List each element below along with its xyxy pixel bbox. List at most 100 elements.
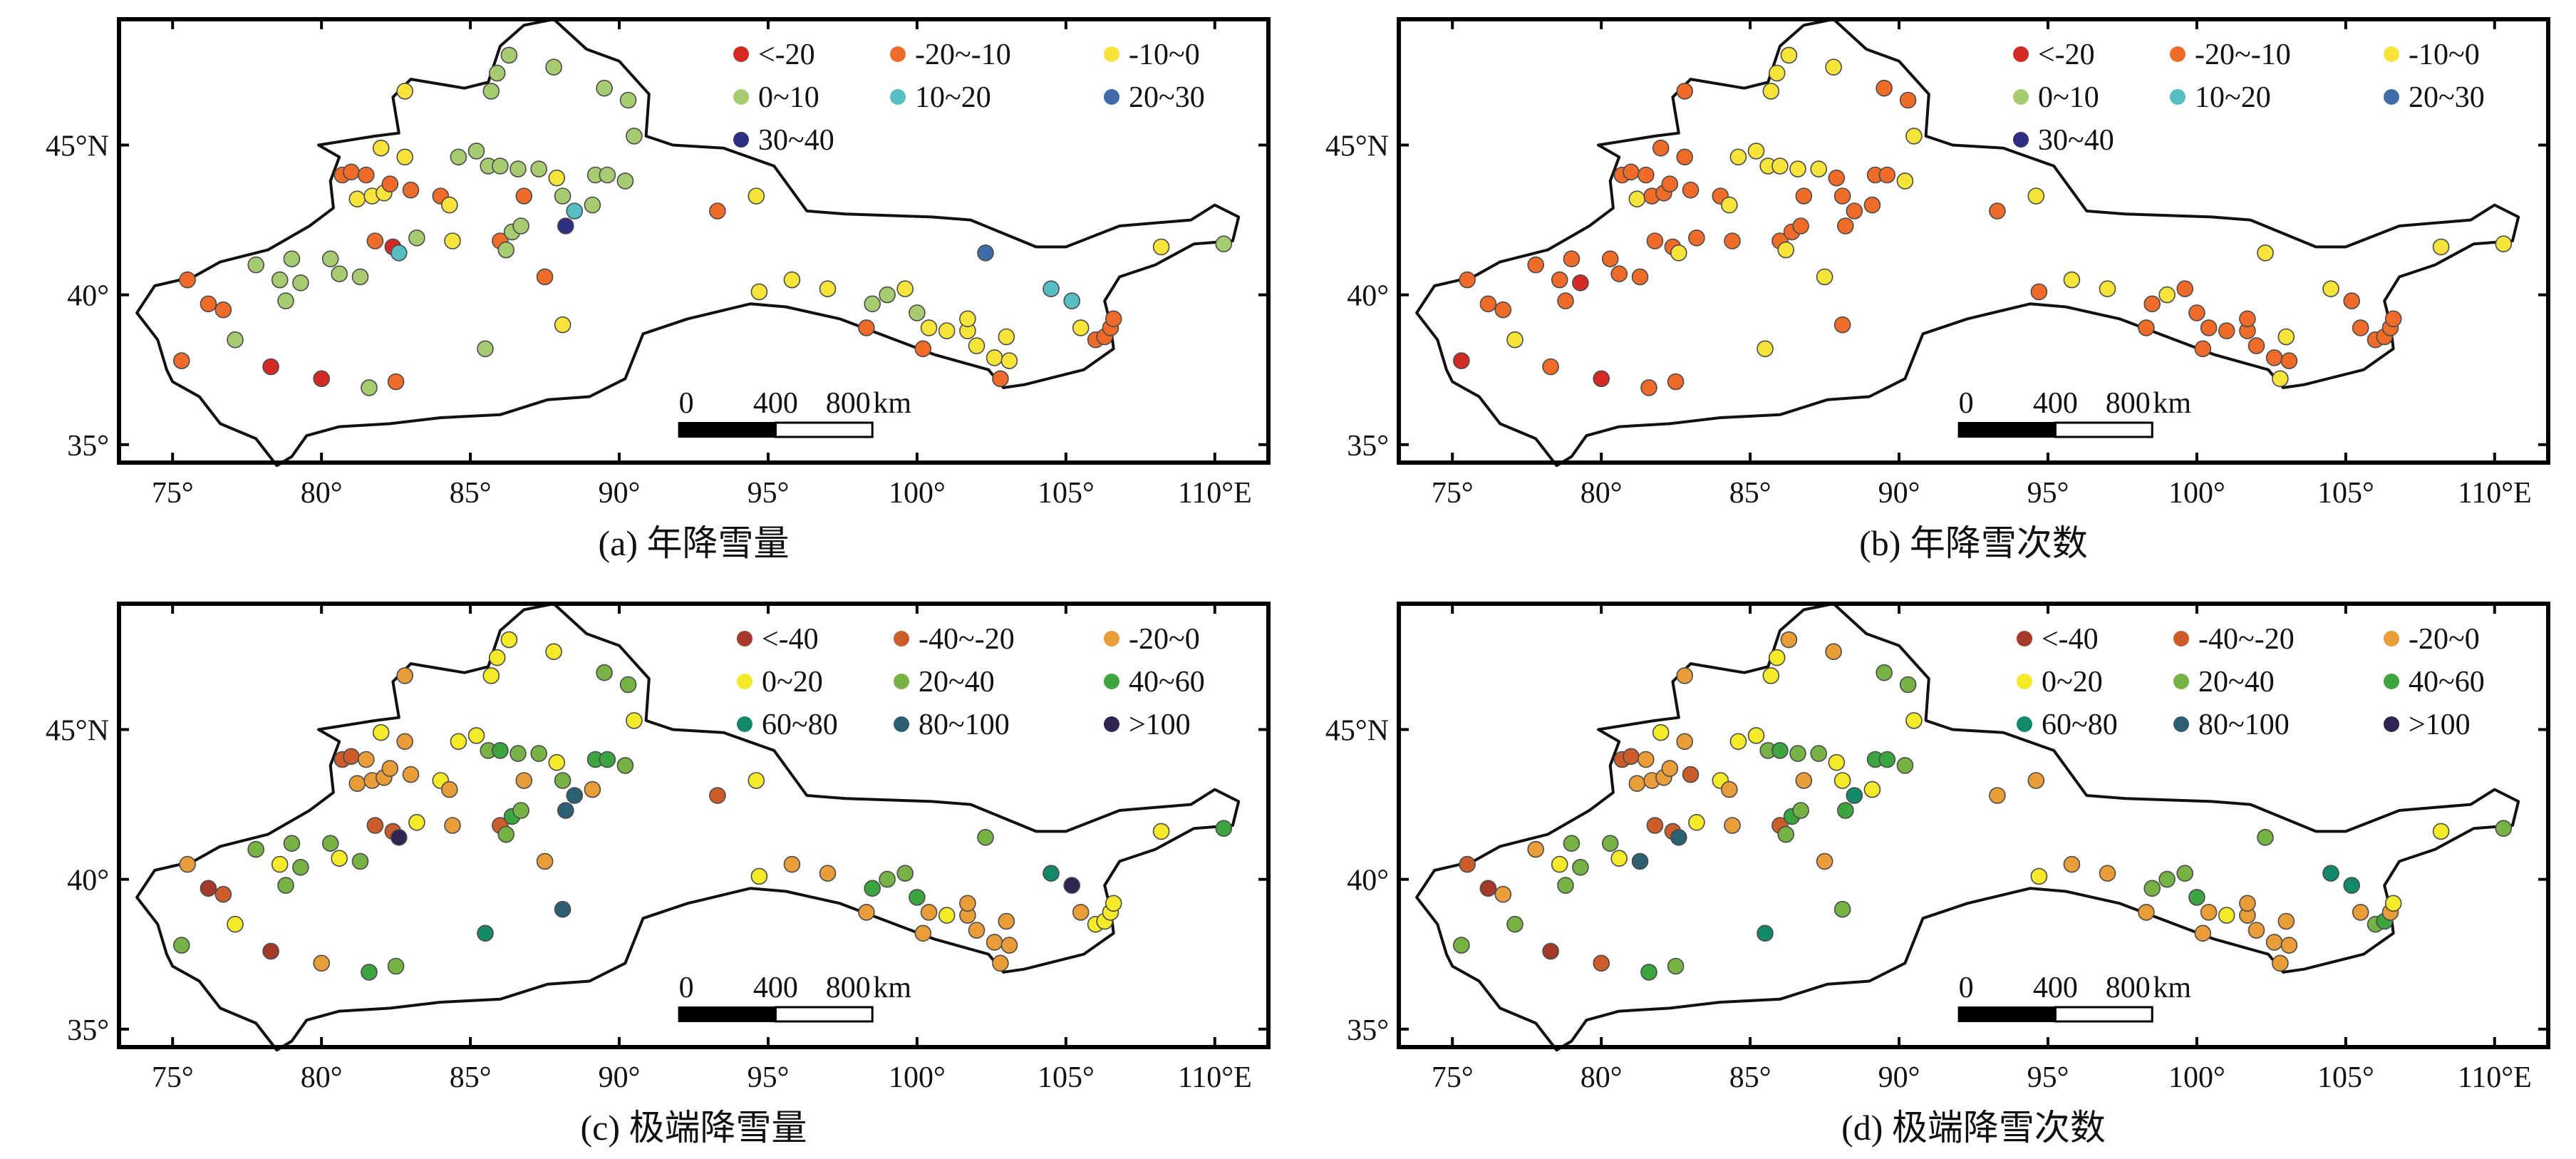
legend-label: 30~40: [758, 124, 834, 157]
legend-label: 10~20: [915, 81, 991, 114]
legend-label: 0~10: [2038, 81, 2099, 114]
scale-bar-tick-label: 0: [679, 387, 694, 420]
legend-marker: [2384, 89, 2399, 105]
legend-label: 20~40: [919, 666, 995, 699]
station-point: [566, 787, 584, 804]
station-point: [2239, 895, 2256, 912]
x-tick-label: 105°: [1038, 1061, 1095, 1094]
station-point: [1896, 172, 1914, 190]
x-tick-label: 80°: [301, 1061, 343, 1094]
station-point: [500, 46, 518, 64]
station-point: [1494, 885, 1512, 903]
station-point: [998, 328, 1015, 346]
legend-label: 40~60: [2409, 666, 2485, 699]
x-tick-label: 90°: [1878, 1061, 1920, 1094]
station-point: [548, 169, 566, 187]
station-point: [1043, 280, 1060, 298]
station-point: [1479, 295, 1497, 313]
y-tick-label: 40°: [67, 280, 109, 313]
station-point: [896, 280, 914, 298]
x-tick-label: 100°: [889, 477, 946, 510]
station-point: [2343, 877, 2360, 894]
station-point: [351, 268, 369, 286]
station-point: [2063, 271, 2081, 289]
station-point: [1747, 727, 1765, 744]
region-boundary: [135, 602, 1241, 1052]
station-point: [554, 316, 571, 334]
station-point: [616, 757, 634, 774]
station-point: [1828, 753, 1846, 771]
station-point: [1863, 196, 1881, 214]
station-point: [1572, 859, 1589, 876]
station-point: [357, 166, 375, 184]
y-tick-label: 40°: [1347, 865, 1389, 897]
station-point: [467, 143, 485, 160]
station-point: [271, 855, 289, 873]
station-point: [998, 912, 1015, 930]
station-point: [1757, 340, 1774, 358]
station-point: [748, 187, 765, 205]
legend-label: -20~0: [1129, 623, 1200, 656]
station-point: [596, 79, 613, 97]
station-point: [200, 295, 217, 313]
scale-bar-tick-label: 0: [1959, 972, 1974, 1004]
x-tick-label: 95°: [2027, 477, 2069, 510]
station-point: [313, 370, 331, 388]
legend-label: 80~100: [2198, 709, 2290, 741]
station-point: [381, 760, 399, 777]
station-point: [1652, 723, 1670, 741]
station-point: [387, 957, 405, 975]
station-point: [2176, 865, 2193, 882]
station-point: [2384, 310, 2402, 328]
station-point: [515, 187, 533, 205]
scale-bar-black-segment: [678, 422, 777, 438]
station-point: [2257, 244, 2274, 262]
station-point: [387, 373, 405, 391]
station-point: [2257, 829, 2274, 846]
station-point: [1899, 91, 1917, 109]
station-point: [909, 304, 926, 321]
legend-label: <-40: [2042, 623, 2099, 656]
station-point: [262, 942, 279, 960]
station-point: [959, 310, 976, 328]
station-point: [2432, 823, 2450, 840]
legend-label: >100: [1129, 709, 1191, 741]
station-point: [1721, 196, 1738, 214]
station-point: [2176, 280, 2193, 298]
legend-label: 0~20: [762, 666, 823, 699]
station-point: [1876, 664, 1893, 681]
legend-label: 60~80: [2042, 709, 2118, 741]
station-point: [1459, 271, 1476, 289]
legend-marker: [2173, 716, 2189, 732]
station-point: [2158, 870, 2176, 888]
legend-marker: [733, 46, 749, 62]
x-tick-label: 110°E: [2458, 1061, 2532, 1094]
station-point: [482, 667, 500, 684]
station-point: [1638, 751, 1655, 768]
station-point: [372, 139, 390, 157]
station-point: [173, 352, 190, 369]
scale-bar-black-segment: [1957, 422, 2057, 438]
station-point: [1771, 742, 1789, 759]
station-point: [179, 855, 196, 873]
station-point: [2138, 904, 2155, 921]
legend-label: 20~40: [2198, 666, 2275, 699]
station-point: [1628, 190, 1646, 208]
station-point: [864, 295, 881, 313]
station-point: [227, 331, 244, 349]
panel-caption: (a) 年降雪量: [599, 523, 790, 563]
station-point: [1610, 850, 1628, 867]
station-point: [1795, 187, 1813, 205]
station-point: [1667, 373, 1685, 391]
x-tick-label: 105°: [1038, 477, 1095, 510]
station-point: [1863, 781, 1881, 798]
station-point: [1563, 250, 1581, 268]
legend-marker: [1104, 631, 1119, 647]
station-point: [444, 232, 461, 249]
legend-marker: [733, 132, 749, 148]
station-point: [536, 852, 554, 870]
station-point: [497, 241, 515, 259]
station-point: [2143, 880, 2161, 897]
station-point: [1652, 139, 1670, 157]
x-tick-label: 100°: [2168, 477, 2225, 510]
